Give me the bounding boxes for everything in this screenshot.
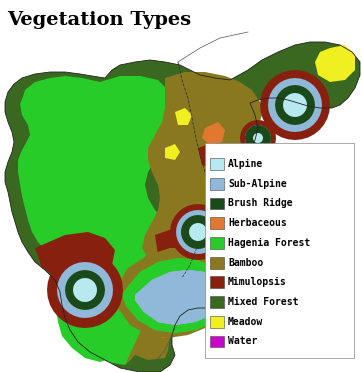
Polygon shape [189,223,207,241]
Polygon shape [232,160,255,182]
Polygon shape [249,129,267,147]
Polygon shape [175,108,192,125]
Polygon shape [208,172,235,198]
Polygon shape [47,252,123,328]
Polygon shape [202,122,225,145]
Text: Mixed Forest: Mixed Forest [228,297,299,307]
Polygon shape [275,85,315,125]
FancyBboxPatch shape [210,217,224,229]
Polygon shape [215,208,228,222]
Text: Vegetation Types: Vegetation Types [7,11,191,29]
FancyBboxPatch shape [210,316,224,328]
Polygon shape [135,270,225,325]
Text: Sub-Alpine: Sub-Alpine [228,179,287,189]
Polygon shape [160,278,175,292]
Polygon shape [165,144,180,160]
Polygon shape [73,278,97,302]
Polygon shape [205,298,232,325]
Text: Hagenia Forest: Hagenia Forest [228,238,310,248]
Polygon shape [155,228,198,262]
Polygon shape [283,93,307,117]
Polygon shape [268,78,322,132]
Polygon shape [275,85,315,125]
Polygon shape [245,125,271,151]
Polygon shape [188,244,202,258]
Polygon shape [181,215,215,249]
Polygon shape [18,80,138,362]
Polygon shape [152,308,188,338]
Polygon shape [198,142,230,170]
Polygon shape [57,262,113,318]
Text: Bamboo: Bamboo [228,258,263,267]
Polygon shape [112,248,232,338]
Text: Brush Ridge: Brush Ridge [228,199,293,208]
Text: Herbaceous: Herbaceous [228,218,287,228]
Polygon shape [245,125,271,151]
Polygon shape [183,217,213,247]
FancyBboxPatch shape [210,296,224,308]
Polygon shape [65,270,105,310]
Polygon shape [122,258,232,333]
Polygon shape [135,270,225,325]
Text: Water: Water [228,337,257,346]
FancyBboxPatch shape [205,143,354,358]
FancyBboxPatch shape [210,276,224,288]
Polygon shape [65,270,105,310]
Text: Alpine: Alpine [228,159,263,169]
Text: Mimulopsis: Mimulopsis [228,278,287,287]
FancyBboxPatch shape [210,257,224,269]
Polygon shape [178,248,215,282]
FancyBboxPatch shape [210,198,224,209]
FancyBboxPatch shape [210,178,224,190]
Polygon shape [35,232,115,280]
Polygon shape [315,45,355,82]
Polygon shape [122,258,232,333]
Polygon shape [253,133,263,143]
Polygon shape [260,70,330,140]
Polygon shape [18,76,175,365]
FancyBboxPatch shape [210,237,224,249]
FancyBboxPatch shape [210,336,224,347]
Polygon shape [170,204,226,260]
Polygon shape [5,42,360,372]
FancyBboxPatch shape [210,158,224,170]
Polygon shape [240,120,276,156]
Text: Meadow: Meadow [228,317,263,327]
Polygon shape [135,270,225,325]
Polygon shape [125,72,262,365]
Polygon shape [176,210,220,254]
